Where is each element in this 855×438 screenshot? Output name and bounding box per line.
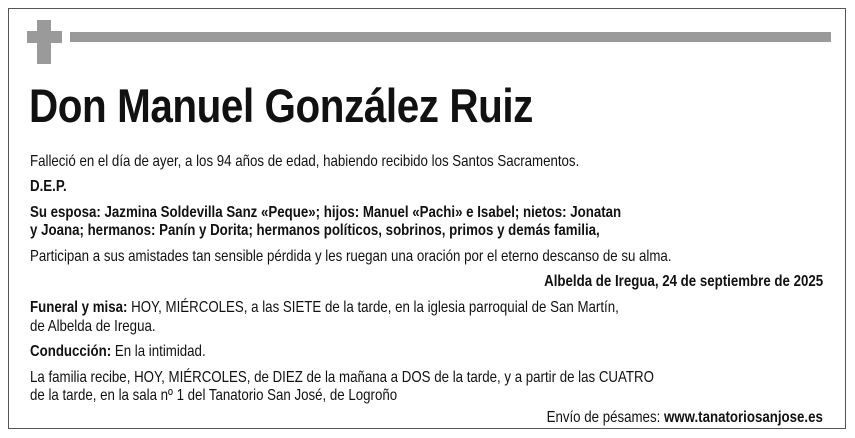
funeral-line-2: de Albelda de Iregua.	[30, 318, 156, 335]
dep-text: D.E.P.	[30, 178, 67, 195]
visit-line-2: de la tarde, en la sala nº 1 del Tanator…	[30, 387, 398, 404]
place-date: Albelda de Iregua, 24 de septiembre de 2…	[544, 273, 823, 290]
conduccion-text: En la intimidad.	[111, 343, 206, 360]
deceased-name: Don Manuel González Ruiz	[29, 79, 533, 132]
notice-frame	[8, 8, 846, 429]
visit-line-1: La familia recibe, HOY, MIÉRCOLES, de DI…	[30, 369, 654, 386]
prayer-text: Participan a sus amistades tan sensible …	[30, 248, 672, 265]
header-bar	[70, 32, 831, 42]
condolences-link[interactable]: www.tanatoriosanjose.es	[664, 409, 823, 426]
family-line-1: Su esposa: Jazmina Soldevilla Sanz «Pequ…	[30, 204, 622, 221]
funeral-text: HOY, MIÉRCOLES, a las SIETE de la tarde,…	[127, 299, 619, 316]
funeral-line-1: Funeral y misa: HOY, MIÉRCOLES, a las SI…	[30, 299, 619, 317]
cross-icon-arm	[27, 31, 62, 43]
condolences-line: Envío de pésames: www.tanatoriosanjose.e…	[547, 409, 823, 427]
intro-text: Falleció en el día de ayer, a los 94 año…	[30, 153, 580, 170]
condolences-label: Envío de pésames:	[546, 409, 665, 426]
conduccion-label: Conducción:	[30, 343, 112, 360]
family-line-2: y Joana; hermanos: Panín y Dorita; herma…	[30, 222, 600, 239]
conduccion-line: Conducción: En la intimidad.	[30, 343, 206, 361]
funeral-label: Funeral y misa:	[30, 299, 128, 316]
